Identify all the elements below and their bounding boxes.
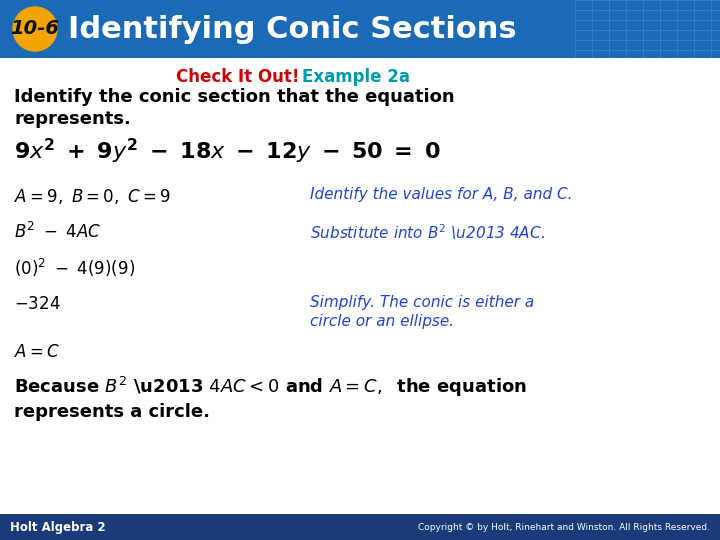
Text: Because $B^2$ \u2013 $4AC < 0$ and $A = C,\;$ the equation: Because $B^2$ \u2013 $4AC < 0$ and $A = … (14, 375, 527, 399)
Text: $(0)^2\ -\ 4(9)(9)$: $(0)^2\ -\ 4(9)(9)$ (14, 257, 135, 279)
Text: $B^2\ -\ 4AC$: $B^2\ -\ 4AC$ (14, 222, 102, 242)
Text: Copyright © by Holt, Rinehart and Winston. All Rights Reserved.: Copyright © by Holt, Rinehart and Winsto… (418, 523, 710, 531)
Text: Example 2a: Example 2a (302, 68, 410, 86)
Text: Holt Algebra 2: Holt Algebra 2 (10, 521, 106, 534)
Bar (0, 514, 720, 540)
Text: $\mathbf{9}x^\mathbf{2}\mathbf{\ +\ 9}y^\mathbf{2}\mathbf{\ -\ 18}x\mathbf{\ -\ : $\mathbf{9}x^\mathbf{2}\mathbf{\ +\ 9}y^… (14, 137, 441, 166)
Bar (0, 0, 720, 58)
Text: Simplify. The conic is either a
circle or an ellipse.: Simplify. The conic is either a circle o… (310, 295, 534, 329)
Text: Identify the conic section that the equation
represents.: Identify the conic section that the equa… (14, 88, 454, 128)
Text: $A = 9,\ B = 0,\ C = 9$: $A = 9,\ B = 0,\ C = 9$ (14, 187, 171, 206)
Text: 10-6: 10-6 (11, 19, 60, 38)
Text: $-324$: $-324$ (14, 295, 60, 313)
Text: Identifying Conic Sections: Identifying Conic Sections (68, 15, 517, 44)
Text: represents a circle.: represents a circle. (14, 403, 210, 421)
Text: Identify the values for A, B, and C.: Identify the values for A, B, and C. (310, 187, 572, 202)
Text: Check It Out!: Check It Out! (176, 68, 300, 86)
Text: Substitute into $B^2$ \u2013 4AC.: Substitute into $B^2$ \u2013 4AC. (310, 222, 545, 242)
Circle shape (13, 7, 57, 51)
Text: $A = C$: $A = C$ (14, 343, 60, 361)
